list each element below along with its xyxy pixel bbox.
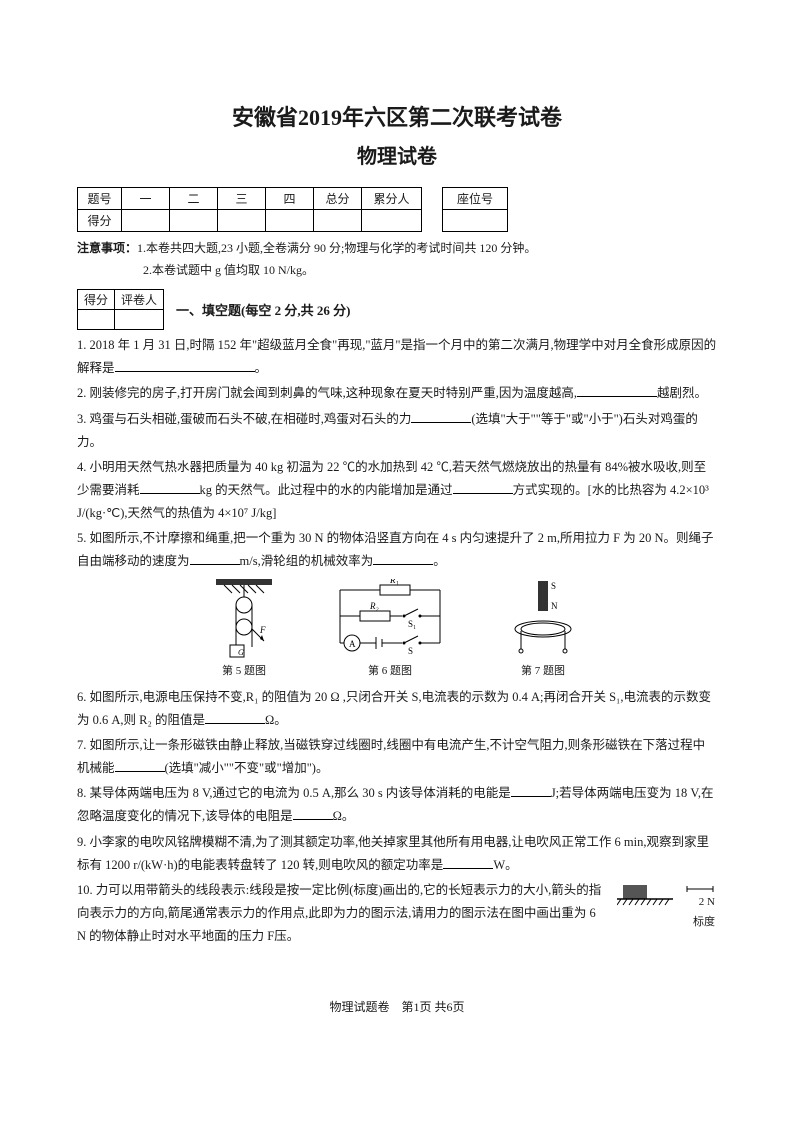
grade-box: 得分 评卷人 [77, 289, 164, 330]
exam-title: 安徽省2019年六区第二次联考试卷 [77, 100, 717, 132]
blank [411, 411, 471, 422]
page: 安徽省2019年六区第二次联考试卷 物理试卷 题号 一 二 三 四 总分 累分人… [77, 0, 717, 1015]
question-4: 4. 小明用天然气热水器把质量为 40 kg 初温为 22 ℃的水加热到 42 … [77, 456, 717, 525]
gb-1: 得分 [78, 290, 115, 310]
svg-text:R₁: R₁ [389, 579, 399, 585]
question-6: 6. 如图所示,电源电压保持不变,R₁ 的阻值为 20 Ω ,只闭合开关 S,电… [77, 686, 717, 732]
q5-c: 。 [433, 554, 446, 568]
svg-text:S: S [408, 646, 413, 656]
seat-table: 座位号 [442, 187, 508, 232]
page-footer: 物理试题卷 第1页 共6页 [77, 998, 717, 1015]
seat-label: 座位号 [443, 188, 508, 210]
cell [170, 210, 218, 232]
blank [140, 483, 200, 494]
seat-value [443, 210, 508, 232]
q10-text: 10. 力可以用带箭头的线段表示:线段是按一定比例(标度)画出的,它的长短表示力… [77, 879, 603, 948]
score-row: 题号 一 二 三 四 总分 累分人 得分 座位号 [77, 187, 717, 232]
question-7: 7. 如图所示,让一条形磁铁由静止释放,当磁铁穿过线圈时,线圈中有电流产生,不计… [77, 734, 717, 780]
figure-6: R₁ R₂ S₁ A [320, 579, 460, 681]
svg-text:N: N [551, 601, 558, 611]
blank [453, 483, 513, 494]
question-2: 2. 刚装修完的房子,打开房门就会闻到刺鼻的气味,这种现象在夏天时特别严重,因为… [77, 382, 717, 405]
figure-7: S N 第 7 题图 [508, 579, 578, 681]
cell [266, 210, 314, 232]
blank [511, 786, 551, 797]
svg-text:R₂: R₂ [369, 601, 379, 611]
q9-b: W。 [493, 858, 517, 872]
cell [314, 210, 362, 232]
exam-subtitle: 物理试卷 [77, 140, 717, 169]
fig5-caption: 第 5 题图 [216, 661, 272, 681]
q6-b: Ω。 [265, 713, 287, 727]
blank [205, 713, 265, 724]
notes: 注意事项：1.本卷共四大题,23 小题,全卷满分 90 分;物理与化学的考试时间… [77, 238, 717, 281]
blank [293, 809, 333, 820]
th-2: 二 [170, 188, 218, 210]
th-accum: 累分人 [362, 188, 422, 210]
th-num: 题号 [78, 188, 122, 210]
gb-2: 评卷人 [115, 290, 164, 310]
figures-row: G F 第 5 题图 R₁ R₂ [77, 579, 717, 681]
q1-tail: 。 [255, 361, 268, 375]
question-5: 5. 如图所示,不计摩擦和绳重,把一个重为 30 N 的物体沿竖直方向在 4 s… [77, 527, 717, 573]
notes-prefix: 注意事项： [77, 241, 137, 255]
blank [443, 857, 493, 868]
q9-a: 9. 小李家的电吹风铭牌模糊不清,为了测其额定功率,他关掉家里其他所有用电器,让… [77, 835, 709, 872]
svg-text:F: F [259, 625, 266, 635]
svg-text:S: S [551, 581, 556, 591]
fig7-caption: 第 7 题图 [508, 661, 578, 681]
row-label: 得分 [78, 210, 122, 232]
th-4: 四 [266, 188, 314, 210]
q5-b: m/s,滑轮组的机械效率为 [240, 554, 374, 568]
figure-10: 2 N 标度 [617, 879, 717, 933]
svg-text:S₁: S₁ [408, 619, 416, 629]
q7-b: (选填"减小""不变"或"增加")。 [165, 761, 329, 775]
notes-line1: 1.本卷共四大题,23 小题,全卷满分 90 分;物理与化学的考试时间共 120… [137, 241, 536, 255]
question-list: 1. 2018 年 1 月 31 日,时隔 152 年"超级蓝月全食"再现,"蓝… [77, 334, 717, 948]
question-1: 1. 2018 年 1 月 31 日,时隔 152 年"超级蓝月全食"再现,"蓝… [77, 334, 717, 380]
q2-a: 2. 刚装修完的房子,打开房门就会闻到刺鼻的气味,这种现象在夏天时特别严重,因为… [77, 386, 577, 400]
question-8: 8. 某导体两端电压为 8 V,通过它的电流为 0.5 A,那么 30 s 内该… [77, 782, 717, 828]
q8-a: 8. 某导体两端电压为 8 V,通过它的电流为 0.5 A,那么 30 s 内该… [77, 786, 511, 800]
question-9: 9. 小李家的电吹风铭牌模糊不清,为了测其额定功率,他关掉家里其他所有用电器,让… [77, 831, 717, 877]
svg-text:G: G [238, 648, 244, 657]
cell [78, 310, 115, 330]
th-total: 总分 [314, 188, 362, 210]
blank [577, 386, 657, 397]
q3-a: 3. 鸡蛋与石头相碰,蛋破而石头不破,在相碰时,鸡蛋对石头的力 [77, 412, 411, 426]
svg-text:A: A [349, 639, 356, 649]
notes-line2: 2.本卷试题中 g 值均取 10 N/kg。 [143, 263, 314, 277]
q8-c: Ω。 [333, 809, 355, 823]
blank [115, 761, 165, 772]
blank [190, 554, 240, 565]
question-3: 3. 鸡蛋与石头相碰,蛋破而石头不破,在相碰时,鸡蛋对石头的力(选填"大于""等… [77, 408, 717, 454]
cell [122, 210, 170, 232]
blank [373, 554, 433, 565]
section-head: 得分 评卷人 一、填空题(每空 2 分,共 26 分) [77, 289, 717, 330]
q2-b: 越剧烈。 [657, 386, 707, 400]
fig6-caption: 第 6 题图 [320, 661, 460, 681]
cell [115, 310, 164, 330]
th-3: 三 [218, 188, 266, 210]
section-title: 一、填空题(每空 2 分,共 26 分) [176, 300, 350, 319]
figure-5: G F 第 5 题图 [216, 579, 272, 681]
blank [115, 361, 255, 372]
q4-b: kg 的天然气。此过程中的水的内能增加是通过 [200, 483, 453, 497]
q6-a: 6. 如图所示,电源电压保持不变,R₁ 的阻值为 20 Ω ,只闭合开关 S,电… [77, 690, 711, 727]
cell [218, 210, 266, 232]
question-10: 10. 力可以用带箭头的线段表示:线段是按一定比例(标度)画出的,它的长短表示力… [77, 879, 717, 948]
cell [362, 210, 422, 232]
th-1: 一 [122, 188, 170, 210]
score-table: 题号 一 二 三 四 总分 累分人 得分 [77, 187, 422, 232]
